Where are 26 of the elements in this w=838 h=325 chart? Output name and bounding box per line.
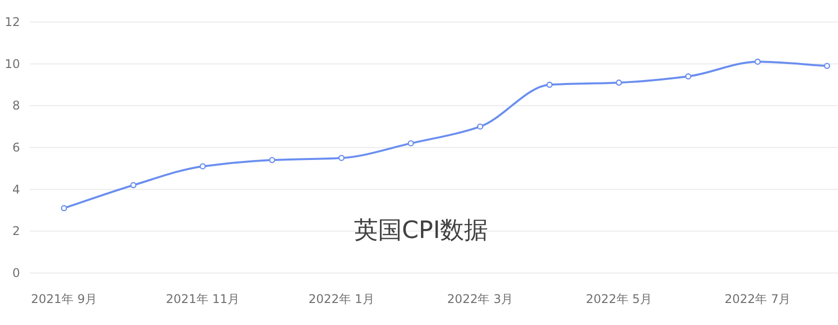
x-tick-label: 2021年 9月	[31, 292, 97, 306]
text: 英国CPI数据	[354, 216, 488, 244]
point	[754, 58, 761, 65]
point	[338, 154, 345, 162]
point	[546, 82, 553, 88]
point	[60, 205, 68, 212]
point	[268, 156, 276, 164]
y-tick-label: 2	[12, 224, 20, 238]
y-tick-label: 8	[12, 98, 20, 113]
point	[616, 80, 622, 86]
point	[477, 123, 484, 130]
point	[408, 140, 414, 146]
point	[130, 182, 136, 188]
x-tick-label: 2021年 11月	[166, 292, 240, 306]
y-tick-label: 6	[12, 140, 20, 154]
x-tick-label: 2022年 3月	[447, 292, 514, 306]
x-tick-label: 2022年 5月	[586, 292, 652, 306]
y-tick-label: 4	[12, 182, 20, 196]
y-tick-label: 12	[4, 15, 20, 29]
y-tick-label: 10	[4, 56, 20, 71]
point	[200, 163, 206, 170]
x-tick-label: 2022年 7月	[724, 292, 791, 306]
point	[685, 73, 692, 80]
y-tick-label: 0	[12, 266, 20, 280]
point	[824, 62, 830, 70]
x-tick-label: 2022年 1月	[308, 292, 374, 306]
